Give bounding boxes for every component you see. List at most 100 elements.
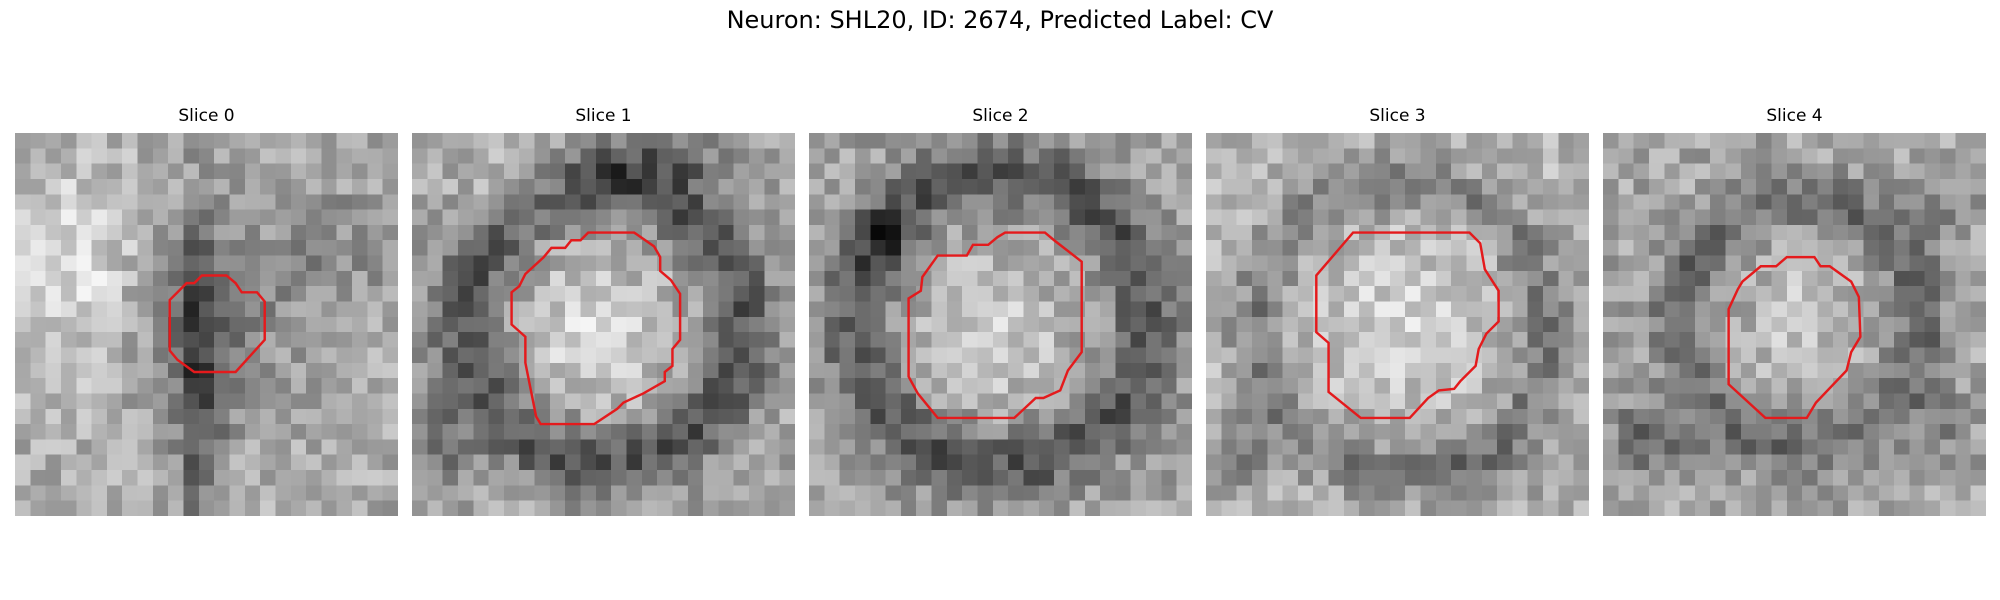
pixel [1618, 424, 1634, 440]
pixel [457, 194, 474, 210]
pixel [992, 255, 1009, 272]
pixel [91, 209, 108, 226]
pixel [1328, 393, 1345, 410]
pixel [457, 255, 474, 272]
pixel [1008, 163, 1024, 180]
pixel [1389, 163, 1406, 180]
pixel [1466, 454, 1483, 471]
pixel [1313, 178, 1329, 195]
pixel [336, 224, 353, 241]
pixel [1146, 148, 1162, 164]
pixel [1955, 439, 1971, 456]
pixel [15, 485, 31, 501]
pixel [367, 133, 383, 149]
pixel [1054, 393, 1070, 410]
pixel [15, 270, 31, 287]
pixel [198, 240, 215, 256]
pixel [1038, 148, 1055, 164]
pixel [412, 454, 428, 471]
pixel [595, 362, 612, 379]
pixel [1940, 209, 1956, 226]
pixel [1955, 148, 1971, 164]
pixel [503, 470, 520, 486]
pixel [1466, 286, 1483, 302]
pixel [1878, 454, 1895, 471]
pixel [336, 439, 353, 456]
pixel [931, 439, 948, 456]
pixel [1328, 500, 1345, 516]
pixel [749, 209, 765, 226]
pixel [1389, 240, 1406, 256]
pixel [1940, 378, 1956, 394]
pixel [15, 224, 31, 241]
pixel [1970, 470, 1986, 486]
pixel [336, 240, 353, 256]
pixel [183, 240, 200, 256]
pixel [718, 194, 735, 210]
pixel [1146, 301, 1162, 318]
pixel [1297, 133, 1314, 149]
pixel [916, 133, 932, 149]
pixel [198, 454, 215, 471]
pixel [1466, 485, 1483, 501]
pixel [1451, 316, 1467, 333]
pixel [1343, 362, 1360, 379]
pixel [1221, 332, 1237, 348]
pixel [244, 485, 261, 501]
pixel [1282, 439, 1299, 456]
pixel [1512, 362, 1529, 379]
pixel [1543, 424, 1559, 440]
pixel [1038, 470, 1055, 486]
pixel [1297, 255, 1314, 272]
pixel [1679, 332, 1696, 348]
pixel [321, 424, 338, 440]
pixel [229, 301, 246, 318]
pixel [1435, 301, 1452, 318]
pixel [1955, 224, 1971, 241]
pixel [1664, 378, 1680, 394]
pixel [1878, 408, 1895, 425]
pixel [749, 362, 765, 379]
pixel [152, 178, 169, 195]
pixel [534, 148, 551, 164]
pixel [1527, 270, 1544, 287]
pixel [229, 286, 246, 302]
pixel [809, 393, 825, 410]
pixel [1558, 148, 1574, 164]
pixel [352, 316, 368, 333]
pixel [1054, 316, 1070, 333]
pixel [488, 454, 505, 471]
pixel [1832, 500, 1849, 516]
pixel [977, 485, 994, 501]
pixel [290, 454, 307, 471]
pixel [641, 470, 658, 486]
pixel [442, 240, 459, 256]
pixel [1343, 424, 1360, 440]
pixel [290, 240, 307, 256]
pixel [503, 255, 520, 272]
pixel [1527, 485, 1544, 501]
pixel [1664, 424, 1680, 440]
pixel [1038, 301, 1055, 318]
pixel [1176, 148, 1192, 164]
pixel [1771, 393, 1788, 410]
pixel [473, 393, 489, 410]
pixel [733, 133, 750, 149]
pixel [122, 408, 138, 425]
pixel [519, 224, 535, 241]
pixel [1221, 408, 1237, 425]
pixel [1756, 240, 1772, 256]
pixel [1435, 148, 1452, 164]
pixel [1573, 347, 1589, 364]
pixel [76, 301, 92, 318]
pixel [1359, 424, 1375, 440]
pixel [611, 408, 627, 425]
pixel [1267, 408, 1283, 425]
pixel [76, 178, 92, 195]
pixel [168, 209, 184, 226]
pixel [1038, 408, 1055, 425]
pixel [931, 362, 948, 379]
pixel [1146, 163, 1162, 180]
pixel [1648, 148, 1665, 164]
pixel [367, 163, 383, 180]
